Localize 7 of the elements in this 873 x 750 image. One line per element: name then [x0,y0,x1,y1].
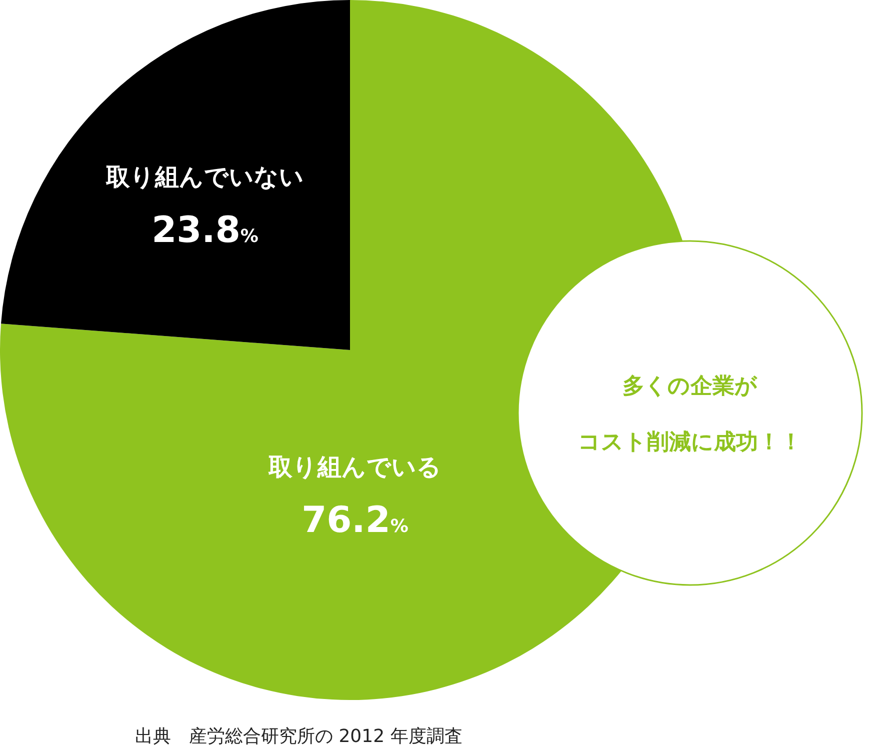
text: コスト削減に成功！！ [578,430,802,455]
source-note: 出典 産労総合研究所の 2012 年度調査 [135,726,462,747]
data-label: 76.2% [302,500,408,541]
slice-label: 取り組んでいない [105,163,304,191]
text: 多くの企業が [622,374,758,399]
slice-label: 取り組んでいる [268,453,442,481]
data-label: 23.8% [152,210,258,251]
